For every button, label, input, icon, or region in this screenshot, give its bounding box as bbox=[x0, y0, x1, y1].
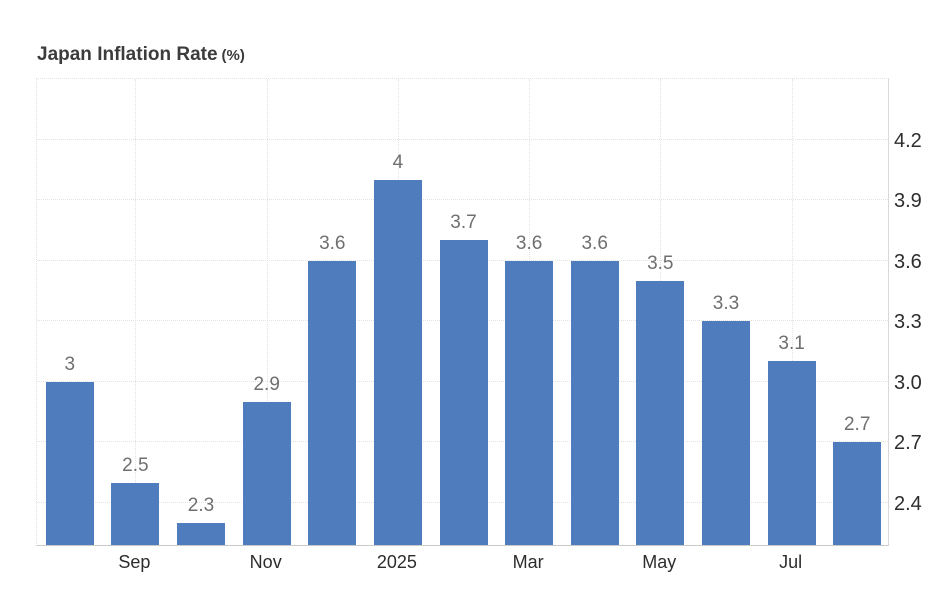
bar-value-label: 2.5 bbox=[122, 454, 149, 476]
horizontal-gridline bbox=[37, 138, 888, 140]
chart-title-text: Japan Inflation Rate bbox=[37, 44, 218, 65]
bar-value-label: 3.1 bbox=[778, 333, 805, 355]
bar-3.6[interactable] bbox=[570, 260, 619, 545]
chart-title: Japan Inflation Rate (%) bbox=[37, 44, 245, 66]
x-axis-label-Jul: Jul bbox=[779, 552, 803, 572]
plot-area: 3 2.5 2.3 2.9 3.6 4 3.7 3.6 3.6 3.5 3.3 3.1 2.7 bbox=[36, 78, 889, 546]
bar-3.5[interactable] bbox=[636, 280, 685, 545]
horizontal-gridline bbox=[37, 199, 888, 201]
y-axis-label-2.7: 2.7 bbox=[894, 432, 922, 455]
bar-3[interactable] bbox=[45, 381, 94, 545]
bar-2.3[interactable] bbox=[177, 522, 225, 545]
bar-3.6[interactable] bbox=[505, 260, 554, 545]
vertical-gridline bbox=[266, 79, 268, 545]
bar-3.6[interactable] bbox=[308, 260, 357, 545]
bar-value-label: 2.7 bbox=[843, 414, 871, 436]
bar-value-label: 2.3 bbox=[187, 494, 215, 516]
bar-3.1[interactable] bbox=[767, 361, 816, 545]
vertical-gridline bbox=[135, 79, 137, 545]
bar-value-label: 3.6 bbox=[581, 232, 608, 254]
bar-2.7[interactable] bbox=[833, 442, 882, 545]
chart-title-unit: (%) bbox=[221, 47, 245, 64]
bar-value-label: 3.5 bbox=[647, 252, 674, 274]
bar-value-label: 3.7 bbox=[450, 212, 477, 234]
bar-3.7[interactable] bbox=[439, 240, 488, 545]
bar-2.5[interactable] bbox=[111, 482, 160, 545]
bar-value-label: 3 bbox=[64, 353, 76, 375]
bar-2.9[interactable] bbox=[242, 401, 291, 545]
vertical-gridline bbox=[791, 79, 793, 545]
bar-value-label: 3.6 bbox=[515, 232, 543, 254]
bar-3.3[interactable] bbox=[702, 321, 750, 545]
x-axis-label-May: May bbox=[642, 552, 677, 572]
y-axis-label-3.0: 3.0 bbox=[894, 371, 922, 394]
x-axis-label-Mar: Mar bbox=[512, 552, 544, 572]
y-axis-label-3.6: 3.6 bbox=[894, 250, 922, 273]
bar-4[interactable] bbox=[373, 179, 422, 545]
bar-value-label: 2.9 bbox=[253, 373, 280, 395]
x-axis-label-Nov: Nov bbox=[249, 552, 282, 572]
y-axis-label-4.2: 4.2 bbox=[894, 129, 922, 152]
x-axis-label-2025: 2025 bbox=[376, 552, 417, 572]
y-axis-label-3.3: 3.3 bbox=[894, 311, 922, 334]
y-axis-label-3.9: 3.9 bbox=[894, 190, 922, 213]
bar-value-label: 3.6 bbox=[319, 232, 346, 254]
y-axis-label-2.4: 2.4 bbox=[894, 492, 922, 515]
bar-value-label: 3.3 bbox=[712, 293, 740, 315]
x-axis-label-Sep: Sep bbox=[118, 552, 151, 572]
bar-value-label: 4 bbox=[392, 151, 404, 173]
